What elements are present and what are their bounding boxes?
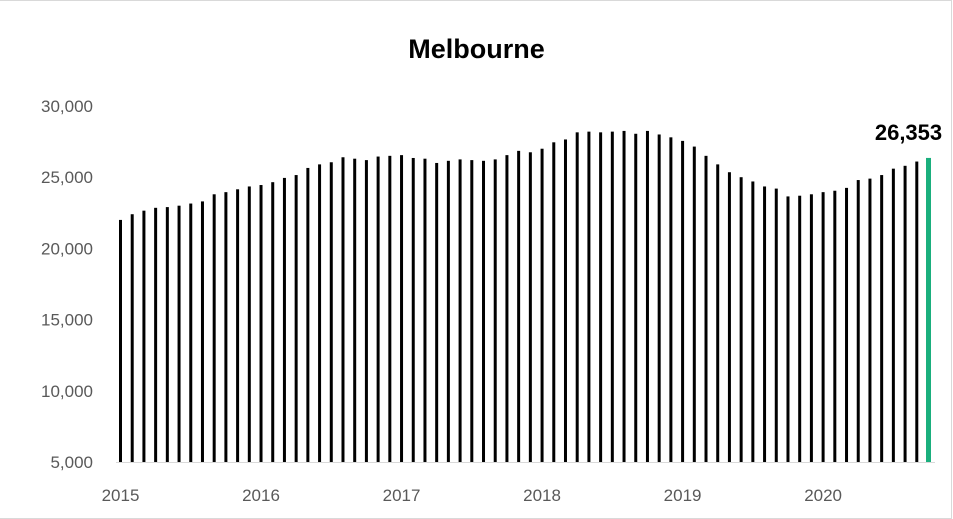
bar [142,210,146,462]
bar [763,186,767,462]
bar [681,140,685,462]
bar [868,178,872,462]
bar [587,131,591,462]
bar [786,196,790,463]
bar-series [119,130,931,463]
bar [294,175,298,462]
bar [540,148,544,462]
bar [692,146,696,462]
bar [458,159,462,462]
bar [821,192,825,462]
bar [400,155,404,462]
bar [189,203,193,463]
bar [388,155,392,462]
x-tick-label: 2020 [804,486,842,505]
bar [423,158,427,462]
bar [727,172,731,462]
bar [915,161,919,463]
bar [657,134,661,463]
bar [610,131,614,462]
bar [903,165,907,462]
bar [470,160,474,463]
bar [809,194,813,463]
bar [119,219,122,462]
bar [376,156,380,463]
x-tick-label: 2018 [523,486,561,505]
bar [411,157,415,463]
x-tick-label: 2017 [383,486,421,505]
chart-title: Melbourne [408,34,545,64]
x-axis: 2015 2016 2017 2018 2019 2020 [102,486,842,505]
bar [493,159,497,462]
bar [505,155,509,462]
bar [318,164,322,462]
bar [482,160,486,462]
y-tick-label: 25,000 [41,168,93,187]
bar [236,189,240,463]
bar [645,130,649,463]
bar [364,160,368,463]
y-tick-label: 10,000 [41,382,93,401]
bar [774,188,778,462]
bar [856,180,860,463]
bar [306,167,310,462]
bar [739,177,743,462]
bar [212,194,216,463]
bar [247,186,251,462]
y-tick-label: 20,000 [41,239,93,258]
bar [528,152,532,462]
bar [599,132,603,462]
bar [165,207,169,462]
bar [704,155,708,462]
x-tick-label: 2016 [242,486,280,505]
bar [880,175,884,462]
y-axis: 5,000 10,000 15,000 20,000 25,000 30,000 [41,97,93,472]
bar [200,201,204,462]
bar [634,133,638,462]
last-value-label: 26,353 [875,120,942,145]
bar [177,205,181,462]
bar [271,182,275,462]
bar [329,162,333,462]
bar [669,137,673,462]
bar [341,157,345,462]
bar [224,192,228,462]
bar [798,195,802,462]
y-tick-label: 30,000 [41,97,93,116]
y-tick-label: 15,000 [41,311,93,330]
bar [259,185,263,462]
bar [575,132,579,462]
bar [517,150,521,463]
bar [622,130,626,463]
bar [154,207,158,462]
bar [891,168,895,462]
bar [845,187,849,462]
bar [446,160,450,462]
bar [130,214,134,462]
bar [353,158,357,462]
bar [833,190,837,463]
y-tick-label: 5,000 [50,453,93,472]
bar [282,177,286,462]
bar [435,162,439,462]
x-tick-label: 2019 [664,486,702,505]
bar [751,181,755,462]
bar [716,164,720,462]
x-tick-label: 2015 [102,486,140,505]
bar [563,139,567,462]
bar [552,142,556,462]
bar-latest [926,157,931,462]
